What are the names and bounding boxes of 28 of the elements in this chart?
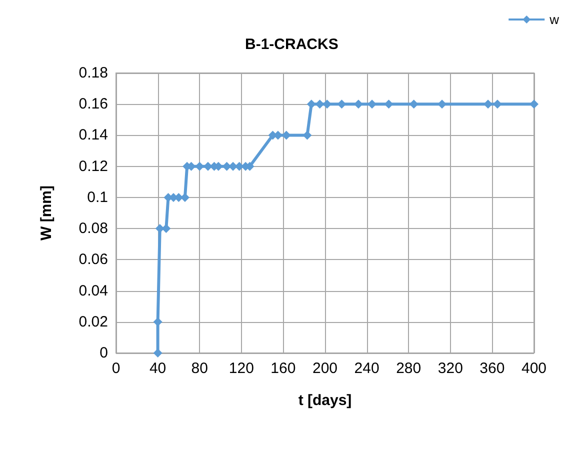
x-tick-label: 320 — [438, 360, 463, 377]
y-tick-label: 0 — [100, 344, 108, 362]
y-tick-label: 0.12 — [78, 158, 108, 175]
legend-label: w — [548, 12, 560, 27]
point — [306, 100, 316, 109]
x-tick-label: 400 — [521, 360, 547, 377]
x-tick-label: 280 — [396, 360, 422, 377]
x-tick-label: 0 — [112, 360, 120, 377]
y-tick-label: 0.08 — [78, 220, 108, 238]
point — [530, 100, 538, 109]
x-tick-label: 40 — [149, 360, 166, 377]
x-axis-title: t [days] — [298, 392, 352, 409]
y-tick-label: 0.18 — [78, 64, 108, 82]
x-tick-label: 360 — [480, 360, 505, 377]
x-tick-label: 160 — [270, 360, 296, 377]
point — [153, 348, 162, 358]
chart-title: B-1-CRACKS — [245, 36, 338, 53]
x-tick-label: 240 — [354, 360, 380, 377]
y-tick-label: 0.16 — [78, 96, 108, 113]
x-tick-label: 200 — [312, 360, 338, 377]
y-tick-label: 0.14 — [78, 126, 108, 144]
x-tick-label: 80 — [191, 360, 208, 377]
y-tick-label: 0.04 — [78, 282, 108, 300]
y-tick-label: 0.06 — [78, 251, 108, 268]
y-tick-label: 0.1 — [87, 188, 108, 206]
y-axis-title: W [mm] — [38, 186, 55, 240]
x-tick-label: 120 — [228, 360, 254, 377]
y-tick-label: 0.02 — [78, 313, 108, 330]
